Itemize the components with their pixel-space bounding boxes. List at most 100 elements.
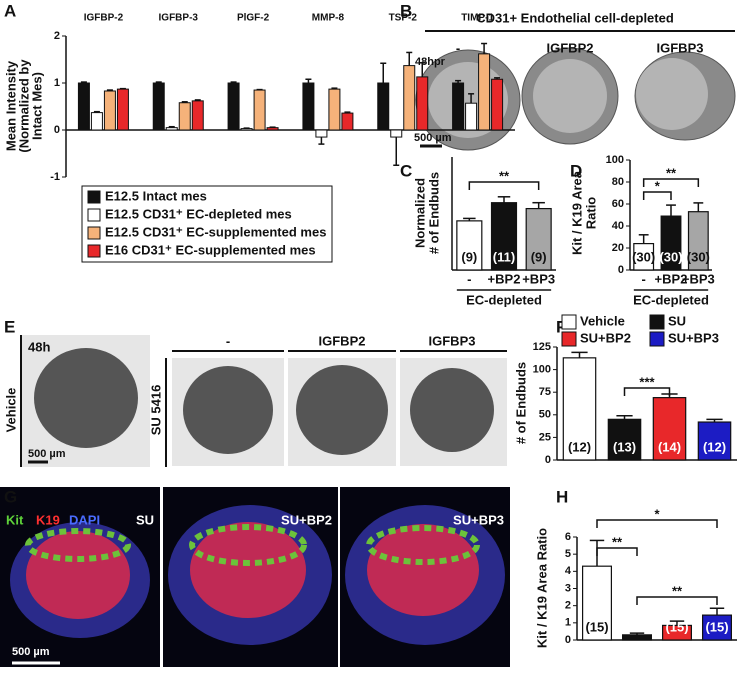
x-tick-label: +BP3 xyxy=(682,271,715,286)
x-tick-label: - xyxy=(467,271,471,286)
y-tick-label: 100 xyxy=(533,364,551,376)
bar xyxy=(416,76,429,131)
time-label: 48hpr xyxy=(415,56,446,68)
bar xyxy=(302,82,315,131)
x-tick-label: - xyxy=(641,271,645,286)
significance-bracket xyxy=(642,178,700,187)
legend-swatch xyxy=(87,244,101,258)
legend-label: E16 CD31⁺ EC-supplemented mes xyxy=(105,242,316,257)
category-label: TSP-2 xyxy=(389,13,418,24)
y-tick-label: 0 xyxy=(54,124,60,136)
bar xyxy=(621,634,652,641)
y-axis-label: Normalized xyxy=(412,178,427,248)
legend-label: E12.5 Intact mes xyxy=(105,188,207,203)
significance-bracket xyxy=(596,519,718,528)
row-label: SU 5416 xyxy=(148,385,163,436)
significance-bracket xyxy=(642,191,672,200)
y-tick-label: 50 xyxy=(539,409,551,421)
scale-label: 500 µm xyxy=(12,646,50,658)
legend-swatch xyxy=(561,331,577,347)
legend-swatch xyxy=(87,226,101,240)
bar xyxy=(165,127,178,131)
n-label: (9) xyxy=(461,249,477,264)
significance-bracket xyxy=(468,181,540,190)
significance-label: ** xyxy=(499,168,510,183)
legend-label: Vehicle xyxy=(580,313,625,328)
bar xyxy=(525,207,552,271)
y-axis-label: (Normalized by xyxy=(16,59,31,153)
bar xyxy=(315,129,328,138)
row-label: Vehicle xyxy=(3,388,18,433)
bar xyxy=(116,88,129,131)
y-tick-label: 4 xyxy=(565,565,572,577)
bar xyxy=(661,624,692,641)
significance-label: * xyxy=(654,506,660,521)
x-tick-label: +BP2 xyxy=(488,271,521,286)
n-label: (30) xyxy=(659,249,682,264)
significance-label: ** xyxy=(672,583,683,598)
explant xyxy=(296,365,388,455)
bar xyxy=(103,90,116,131)
n-label: (15) xyxy=(665,619,688,634)
bar xyxy=(478,53,491,131)
panel-letter: B xyxy=(400,1,412,20)
n-label: (15) xyxy=(625,619,648,634)
y-axis-label: Ratio xyxy=(583,197,598,230)
y-tick-label: 20 xyxy=(612,242,624,254)
category-label: TIMP-1 xyxy=(461,13,494,24)
legend-label: E12.5 CD31⁺ EC-supplemented mes xyxy=(105,224,326,239)
y-tick-label: 5 xyxy=(565,548,571,560)
k19-region xyxy=(26,531,130,619)
n-label: (30) xyxy=(632,249,655,264)
x-axis-label: EC-depleted xyxy=(633,292,709,307)
significance-label: ** xyxy=(612,534,623,549)
significance-label: ** xyxy=(666,165,677,180)
explant xyxy=(34,348,138,448)
legend-swatch xyxy=(649,331,665,347)
bar xyxy=(191,100,204,131)
panel-letter: G xyxy=(4,487,17,506)
panel-e-images: - IGFBP2 IGFBP3 48h Vehicle SU 5416 500 … xyxy=(3,317,507,467)
column-label: - xyxy=(456,40,460,55)
panel-letter: A xyxy=(4,1,16,20)
significance-bracket xyxy=(623,387,671,396)
column-label: SU+BP3 xyxy=(453,512,504,527)
k19-region xyxy=(190,522,306,618)
panel-letter: H xyxy=(556,487,568,506)
y-tick-label: 125 xyxy=(533,341,551,353)
legend-swatch xyxy=(87,208,101,222)
y-axis-label: Kit / K19 Area xyxy=(569,170,584,255)
panel-g-images: Kit K19 DAPI SU SU+BP2 SU+BP3 500 µm G xyxy=(0,487,510,667)
kit-region xyxy=(189,524,307,566)
significance-bracket xyxy=(636,596,718,605)
y-tick-label: 2 xyxy=(54,30,60,42)
y-axis-label: Intact Mes) xyxy=(29,72,44,140)
bar xyxy=(581,565,612,641)
legend-label: E12.5 CD31⁺ EC-depleted mes xyxy=(105,206,292,221)
bar xyxy=(607,418,642,461)
stain-label: DAPI xyxy=(69,512,100,527)
kit-region xyxy=(366,525,480,565)
n-label: (9) xyxy=(531,249,547,264)
column-label: IGFBP3 xyxy=(657,40,704,55)
scale-label: 500 µm xyxy=(414,132,452,144)
significance-bracket xyxy=(596,547,638,556)
y-tick-label: 100 xyxy=(606,154,624,166)
n-label: (12) xyxy=(703,439,726,454)
bar xyxy=(377,82,390,131)
y-tick-label: -1 xyxy=(50,171,60,183)
bar xyxy=(253,89,266,131)
legend-swatch xyxy=(87,190,101,204)
legend-label: SU xyxy=(668,313,686,328)
bar xyxy=(152,82,165,131)
panel-title: CD31+ Endothelial cell-depleted xyxy=(476,10,674,25)
n-label: (12) xyxy=(568,439,591,454)
y-tick-label: 0 xyxy=(545,454,551,466)
y-tick-label: 1 xyxy=(565,617,571,629)
y-tick-label: 80 xyxy=(612,176,624,188)
column-label: SU+BP2 xyxy=(281,512,332,527)
legend-label: SU+BP2 xyxy=(580,330,631,345)
time-label: 48h xyxy=(28,339,50,354)
y-tick-label: 0 xyxy=(618,264,624,276)
